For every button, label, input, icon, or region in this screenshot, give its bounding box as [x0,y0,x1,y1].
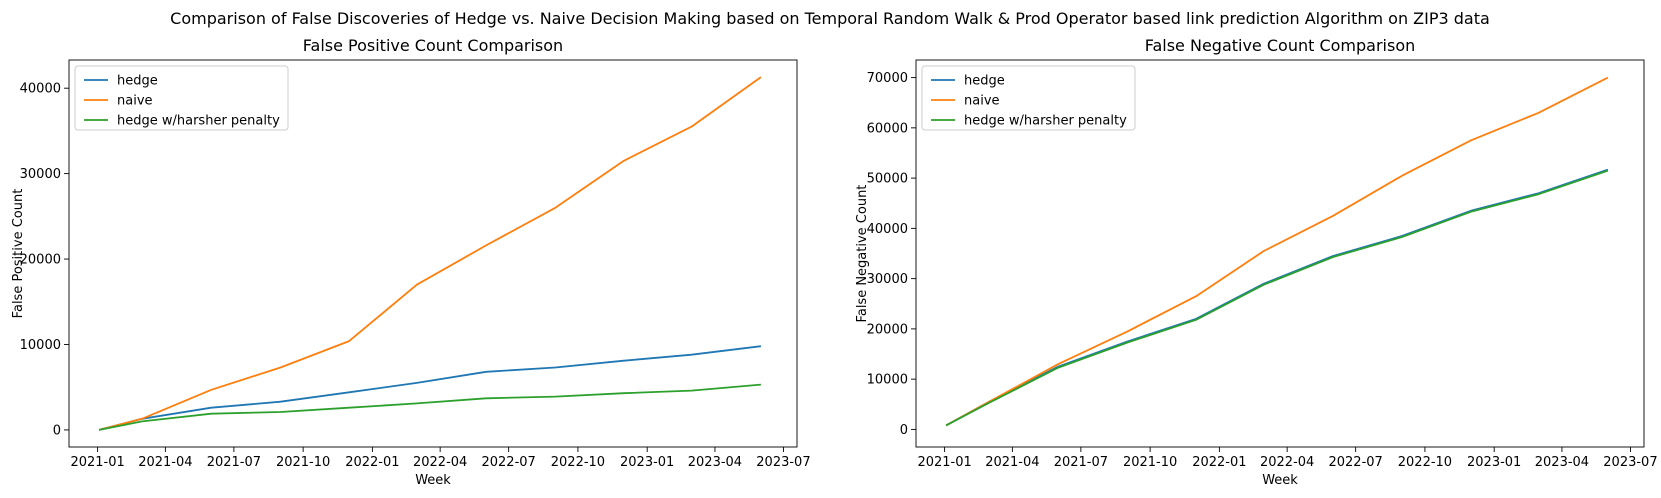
x-tick-label: 2023-01 [1467,455,1521,470]
false-positive-chart: False Positive Count Comparison 2021-01 20… [11,36,811,488]
x-tick-label: 2022-10 [1398,455,1452,470]
legend-box [921,65,1136,131]
x-tick-label: 2021-07 [1054,455,1108,470]
x-tick-label: 2023-07 [1603,455,1657,470]
chart-title: False Positive Count Comparison [303,36,563,55]
x-tick-label: 2021-04 [985,455,1039,470]
y-tick-label: 0 [53,423,61,438]
y-tick-label: 30000 [20,167,61,182]
series-line-1 [945,76,1609,427]
legend-label-1: naive [117,94,153,109]
x-axis-label: Week [1262,473,1298,488]
x-tick-label: 2021-01 [917,455,971,470]
x-tick-label: 2023-01 [620,455,674,470]
y-tick-label: 10000 [20,338,61,353]
y-tick-label: 40000 [867,222,908,237]
series-line-0 [98,345,762,431]
x-tick-label: 2022-01 [345,455,399,470]
x-tick-label: 2023-04 [1535,455,1589,470]
y-tick-label: 30000 [867,272,908,287]
y-tick-label: 70000 [867,71,908,86]
legend-label-0: hedge [117,74,158,89]
chart-title: False Negative Count Comparison [1145,36,1416,55]
figure-suptitle: Comparison of False Discoveries of Hedge… [170,9,1490,28]
x-tick-label: 2021-10 [1123,455,1177,470]
plot-frame [68,59,798,448]
x-tick-label: 2021-07 [207,455,261,470]
x-tick-label: 2023-04 [688,455,742,470]
series-line-1 [98,76,762,431]
x-tick-label: 2022-07 [1328,455,1382,470]
x-tick-label: 2021-01 [70,455,124,470]
y-tick-label: 20000 [20,253,61,268]
y-axis-label: False Negative Count [855,185,870,323]
legend-label-2: hedge w/harsher penalty [964,114,1127,129]
x-tick-label: 2021-04 [138,455,192,470]
x-tick-label: 2022-04 [1260,455,1314,470]
x-tick-label: 2022-01 [1192,455,1246,470]
x-tick-label: 2022-04 [413,455,467,470]
x-axis-label: Week [415,473,451,488]
x-tick-label: 2021-10 [276,455,330,470]
plot-frame [915,59,1645,448]
x-tick-label: 2022-07 [481,455,535,470]
y-tick-label: 0 [900,423,908,438]
y-tick-label: 40000 [20,82,61,97]
legend: hedge naive hedge w/harsher penalty [74,65,289,131]
y-tick-label: 20000 [867,322,908,337]
legend-box [74,65,289,131]
false-negative-chart: False Negative Count Comparison 2021-01 20… [855,36,1658,488]
x-tick-label: 2022-10 [551,455,605,470]
legend-label-0: hedge [964,74,1005,89]
legend-label-2: hedge w/harsher penalty [117,114,280,129]
series-line-2 [945,169,1609,427]
legend: hedge naive hedge w/harsher penalty [921,65,1136,131]
y-tick-label: 50000 [867,172,908,187]
legend-label-1: naive [964,94,1000,109]
series-line-2 [98,383,761,431]
y-tick-label: 10000 [867,373,908,388]
y-axis-label: False Positive Count [11,189,26,319]
y-tick-label: 60000 [867,121,908,136]
x-tick-label: 2023-07 [756,455,810,470]
